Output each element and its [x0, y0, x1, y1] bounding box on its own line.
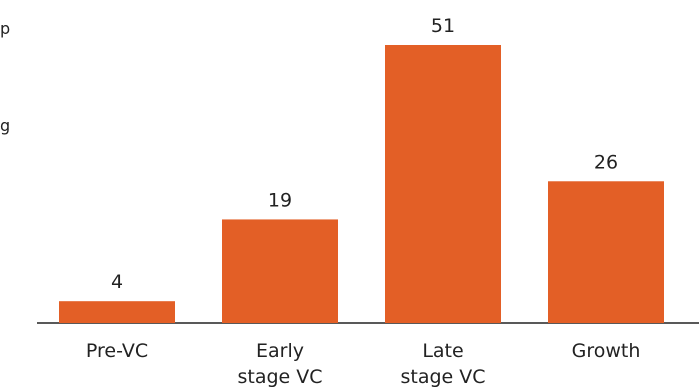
bar-1	[222, 219, 338, 323]
category-label-0: Pre-VC	[86, 340, 148, 362]
data-label-2: 51	[431, 15, 455, 37]
category-label-2: Late stage VC	[400, 340, 485, 388]
category-label-line: Late	[422, 340, 463, 362]
bar-3	[548, 181, 664, 323]
category-label-line: Early	[256, 340, 304, 362]
clipped-text-top: p	[0, 19, 11, 38]
data-label-0: 4	[111, 271, 123, 293]
clipped-text-middle: g	[0, 116, 11, 135]
bar-0	[59, 301, 175, 323]
category-label-line: Pre-VC	[86, 340, 148, 362]
category-label-3: Growth	[572, 340, 641, 362]
data-label-3: 26	[594, 151, 618, 173]
category-label-line: stage VC	[400, 366, 485, 388]
category-label-line: Growth	[572, 340, 641, 362]
bar-2	[385, 45, 501, 323]
category-label-1: Early stage VC	[237, 340, 322, 388]
category-label-line: stage VC	[237, 366, 322, 388]
data-label-1: 19	[268, 189, 292, 211]
